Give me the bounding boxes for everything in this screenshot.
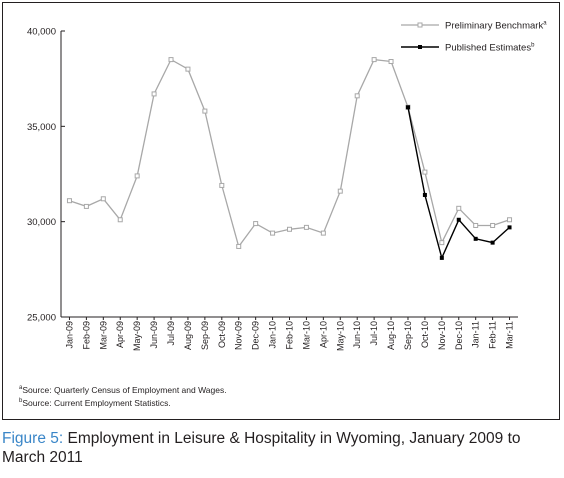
legend-label: Preliminary Benchmarka bbox=[445, 21, 547, 32]
x-tick-label: Jun-09 bbox=[149, 321, 159, 349]
data-point bbox=[253, 221, 259, 227]
data-point bbox=[371, 57, 377, 63]
footnote-marker-b: b bbox=[19, 397, 23, 404]
data-point bbox=[439, 255, 444, 260]
data-point bbox=[439, 240, 445, 246]
legend-superscript: b bbox=[531, 43, 535, 49]
data-point bbox=[422, 192, 427, 197]
figure-caption: Figure 5: Employment in Leisure & Hospit… bbox=[2, 429, 557, 467]
x-tick-label: May-09 bbox=[132, 321, 142, 351]
x-tick-label: Oct-10 bbox=[420, 321, 430, 348]
legend-item-preliminary-benchmark: Preliminary Benchmarka bbox=[401, 21, 547, 32]
data-point bbox=[270, 230, 276, 236]
chart-legend: Preliminary Benchmarka Published Estimate… bbox=[401, 21, 547, 54]
chart-axes bbox=[60, 31, 518, 318]
data-point bbox=[473, 236, 478, 241]
data-point bbox=[185, 66, 191, 72]
footnote-marker-a: a bbox=[19, 385, 23, 391]
x-tick-label: Jul-09 bbox=[166, 321, 176, 346]
data-point bbox=[320, 230, 326, 236]
data-point bbox=[303, 224, 309, 230]
x-tick-label: Apr-10 bbox=[318, 321, 328, 348]
legend-swatch-marker bbox=[417, 22, 423, 28]
series-preliminary-benchmark bbox=[66, 57, 513, 249]
data-point bbox=[405, 105, 410, 110]
x-tick-label: Jul-10 bbox=[369, 321, 379, 346]
data-point bbox=[507, 217, 513, 223]
x-tick-label: Dec-10 bbox=[454, 321, 464, 350]
data-point bbox=[66, 198, 72, 204]
figure-title: Employment in Leisure & Hospitality in W… bbox=[2, 430, 521, 466]
data-point bbox=[456, 217, 461, 222]
x-tick-label: Feb-11 bbox=[488, 321, 498, 349]
y-axis-ticks: 25,000 30,000 35,000 40,000 bbox=[27, 27, 65, 324]
y-tick-label: 25,000 bbox=[27, 313, 56, 324]
figure-frame: 25,000 30,000 35,000 40,000 Jan-09 Feb-09 Mar… bbox=[2, 2, 560, 420]
data-point bbox=[388, 59, 394, 65]
legend-item-published-estimates: Published Estimatesb bbox=[401, 43, 535, 54]
data-point bbox=[422, 169, 428, 175]
data-point bbox=[473, 222, 479, 228]
data-point bbox=[151, 91, 157, 97]
data-point bbox=[490, 222, 496, 228]
x-tick-label: Oct-09 bbox=[217, 321, 227, 348]
x-tick-label: Mar-09 bbox=[98, 321, 108, 350]
data-point bbox=[236, 243, 242, 249]
legend-swatch-marker bbox=[418, 45, 422, 49]
data-point bbox=[202, 108, 208, 114]
legend-label: Published Estimatesb bbox=[445, 43, 535, 54]
data-point bbox=[83, 203, 89, 209]
x-axis-ticks: Jan-09 Feb-09 Mar-09 Apr-09 May-09 Jun-09 Jul-… bbox=[64, 317, 515, 351]
footnote-text-b: Source: Current Employment Statistics. bbox=[22, 397, 171, 408]
y-tick-label: 35,000 bbox=[27, 122, 56, 133]
footnotes: aSource: Quarterly Census of Employment … bbox=[19, 383, 227, 409]
x-tick-label: Jan-10 bbox=[268, 321, 278, 349]
footnote-a: aSource: Quarterly Census of Employment … bbox=[19, 383, 227, 396]
footnote-b: bSource: Current Employment Statistics. bbox=[19, 396, 227, 409]
legend-superscript: a bbox=[543, 21, 547, 27]
y-tick-label: 40,000 bbox=[27, 27, 56, 38]
data-point bbox=[337, 188, 343, 194]
footnote-text-a: Source: Quarterly Census of Employment a… bbox=[22, 384, 227, 395]
series-layer bbox=[66, 57, 513, 260]
x-tick-label: Jan-11 bbox=[471, 321, 481, 348]
data-point bbox=[168, 57, 174, 63]
data-point bbox=[507, 225, 512, 230]
x-tick-label: Aug-09 bbox=[183, 321, 193, 350]
data-point bbox=[134, 173, 140, 179]
x-tick-label: Nov-09 bbox=[234, 321, 244, 350]
data-point bbox=[456, 205, 462, 211]
data-point bbox=[287, 226, 292, 232]
x-tick-label: Jun-10 bbox=[352, 321, 362, 349]
line-chart: 25,000 30,000 35,000 40,000 Jan-09 Feb-09 Mar… bbox=[27, 21, 547, 352]
figure-label: Figure 5: bbox=[2, 430, 64, 447]
x-tick-label: Aug-10 bbox=[386, 321, 396, 350]
data-point bbox=[100, 196, 106, 202]
x-tick-label: Sep-10 bbox=[403, 321, 413, 350]
x-tick-label: Feb-09 bbox=[81, 321, 91, 350]
x-tick-label: Mar-10 bbox=[301, 321, 311, 350]
x-tick-label: Dec-09 bbox=[251, 321, 261, 350]
x-tick-label: May-10 bbox=[335, 321, 345, 351]
series-line bbox=[407, 107, 510, 260]
x-tick-label: Feb-10 bbox=[285, 321, 295, 350]
data-point bbox=[219, 182, 225, 188]
data-point bbox=[117, 217, 123, 223]
x-tick-label: Apr-09 bbox=[115, 321, 125, 348]
series-line bbox=[69, 58, 510, 248]
y-tick-label: 30,000 bbox=[27, 217, 56, 228]
series-published-estimates bbox=[405, 105, 512, 260]
x-tick-label: Mar-11 bbox=[505, 321, 515, 349]
data-point bbox=[490, 240, 495, 245]
x-tick-label: Sep-09 bbox=[200, 321, 210, 350]
x-tick-label: Nov-10 bbox=[437, 321, 447, 350]
x-tick-label: Jan-09 bbox=[64, 321, 74, 349]
data-point bbox=[354, 93, 360, 99]
